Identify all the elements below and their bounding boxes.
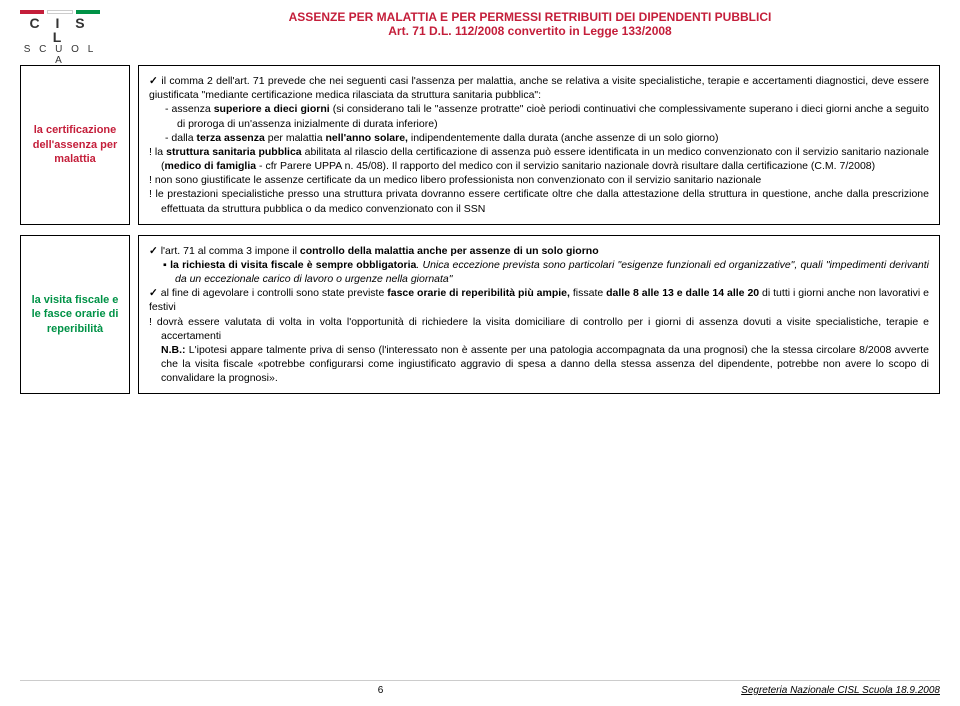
bold-text: medico di famiglia [165, 160, 257, 172]
section-certificazione: la certificazione dell'assenza per malat… [20, 65, 940, 225]
sidebar-label: la certificazione dell'assenza per malat… [27, 123, 123, 166]
logo: C I S L S C U O L A [20, 10, 100, 66]
logo-bar-red [20, 10, 44, 14]
content: la certificazione dell'assenza per malat… [20, 65, 940, 394]
logo-text-scuola: S C U O L A [20, 44, 100, 66]
text: per malattia [265, 132, 326, 144]
bold-text: dalle 8 alle 13 e dalle 14 alle 20 [606, 287, 759, 299]
bold-text: terza assenza [197, 132, 265, 144]
section-visita-fiscale: la visita fiscale e le fasce orarie di r… [20, 235, 940, 395]
logo-bar-white [47, 10, 73, 14]
page-header: ASSENZE PER MALATTIA E PER PERMESSI RETR… [120, 10, 940, 38]
footer: 6 Segreteria Nazionale CISL Scuola 18.9.… [20, 680, 940, 696]
text: - assenza [165, 103, 214, 115]
check-item: il comma 2 dell'art. 71 prevede che nei … [149, 74, 929, 102]
logo-text-cisl: C I S L [20, 16, 100, 44]
bold-text: superiore a dieci giorni [214, 103, 330, 115]
header-line1: ASSENZE PER MALATTIA E PER PERMESSI RETR… [120, 10, 940, 24]
main-visita-fiscale: l'art. 71 al comma 3 impone il controllo… [138, 235, 940, 395]
text: indipendentemente dalla durata (anche as… [408, 132, 719, 144]
check-item: l'art. 71 al comma 3 impone il controllo… [149, 244, 929, 258]
footer-right: Segreteria Nazionale CISL Scuola 18.9.20… [741, 685, 940, 696]
logo-bars [20, 10, 100, 14]
bold-text: N.B.: [161, 344, 186, 356]
excl-item: ! la struttura sanitaria pubblica abilit… [149, 145, 929, 173]
check-item: al fine di agevolare i controlli sono st… [149, 286, 929, 314]
bold-text: la richiesta di visita fiscale è sempre … [170, 259, 416, 271]
sidebar-label: la visita fiscale e le fasce orarie di r… [27, 293, 123, 336]
text: l'art. 71 al comma 3 impone il [161, 245, 300, 257]
page-number: 6 [378, 685, 384, 696]
text: al fine di agevolare i controlli sono st… [161, 287, 388, 299]
square-item: la richiesta di visita fiscale è sempre … [149, 258, 929, 286]
text: - cfr Parere UPPA n. 45/08). Il rapporto… [256, 160, 875, 172]
text: L'ipotesi appare talmente priva di senso… [161, 344, 929, 384]
excl-item: ! dovrà essere valutata di volta in volt… [149, 315, 929, 343]
text: ! la [149, 146, 166, 158]
logo-bar-green [76, 10, 100, 14]
main-certificazione: il comma 2 dell'art. 71 prevede che nei … [138, 65, 940, 225]
dash-item: - assenza superiore a dieci giorni (si c… [149, 102, 929, 130]
bold-text: struttura sanitaria pubblica [166, 146, 302, 158]
excl-item: ! le prestazioni specialistiche presso u… [149, 187, 929, 215]
nb-item: N.B.: L'ipotesi appare talmente priva di… [149, 343, 929, 386]
bold-text: fasce orarie di reperibilità più ampie, [387, 287, 570, 299]
text: - dalla [165, 132, 197, 144]
dash-item: - dalla terza assenza per malattia nell'… [149, 131, 929, 145]
bold-text: controllo della malattia anche per assen… [300, 245, 599, 257]
sidebar-visita-fiscale: la visita fiscale e le fasce orarie di r… [20, 235, 130, 395]
excl-item: ! non sono giustificate le assenze certi… [149, 173, 929, 187]
bold-text: nell'anno solare, [326, 132, 408, 144]
header-line2: Art. 71 D.L. 112/2008 convertito in Legg… [120, 24, 940, 38]
text: il comma 2 dell'art. 71 prevede che nei … [149, 75, 929, 101]
sidebar-certificazione: la certificazione dell'assenza per malat… [20, 65, 130, 225]
text: fissate [570, 287, 606, 299]
